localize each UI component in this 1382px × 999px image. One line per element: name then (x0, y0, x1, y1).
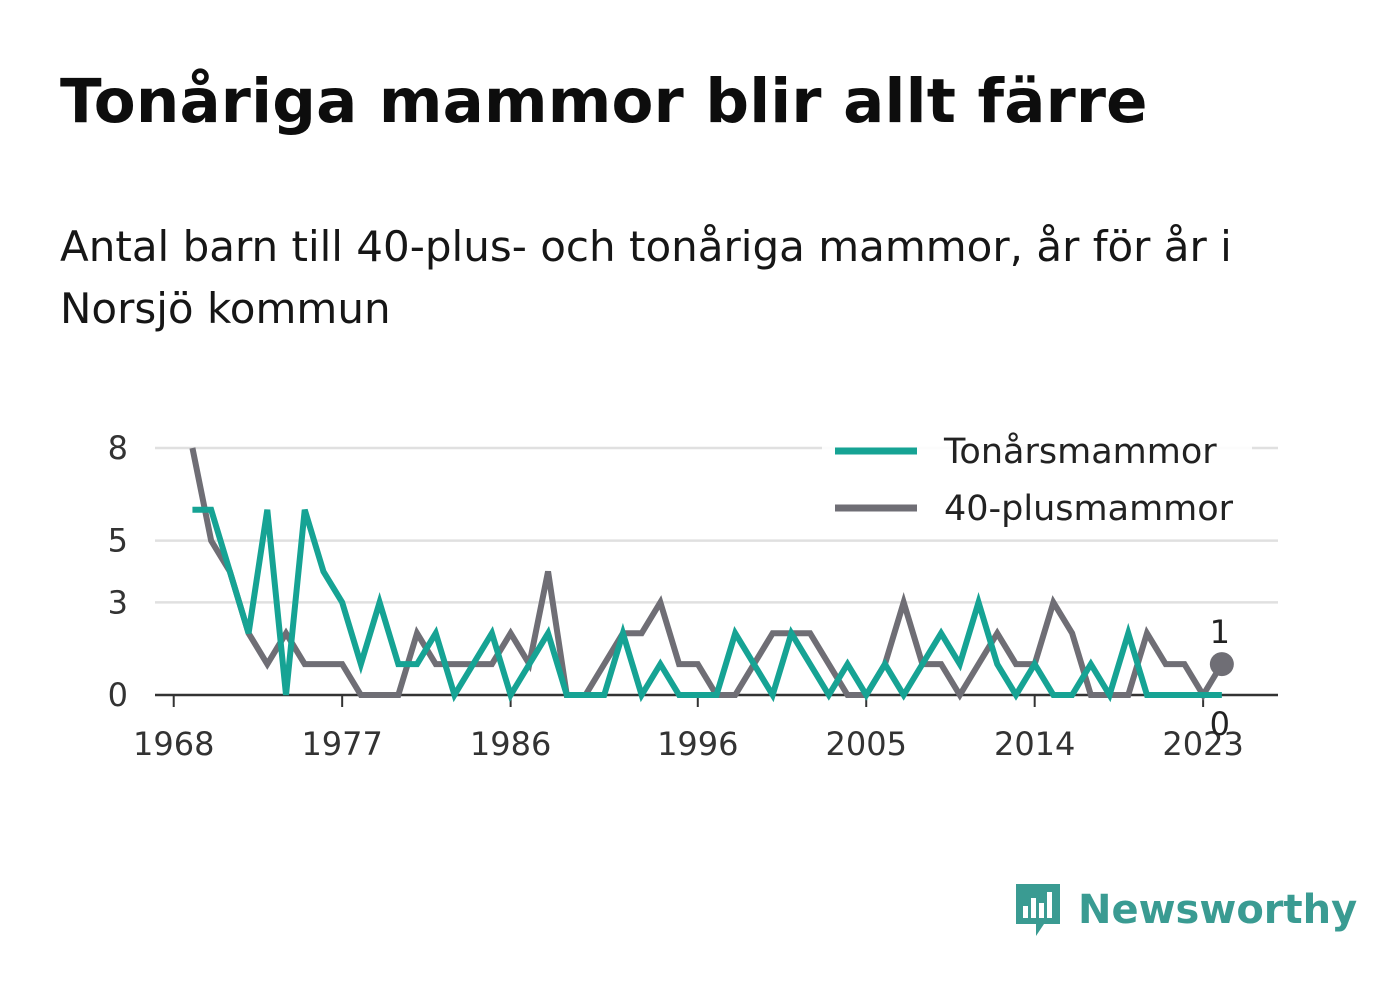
end-value-label: 0 (1210, 705, 1230, 743)
y-tick-label: 8 (108, 429, 128, 467)
chart-title: Tonåriga mammor blir allt färre (60, 66, 1148, 137)
x-tick-label: 2023 (1162, 725, 1243, 763)
x-tick-label: 2014 (994, 725, 1075, 763)
end-value-label: 1 (1210, 613, 1230, 651)
x-tick-label: 1977 (301, 725, 382, 763)
legend-label: 40-plusmammor (944, 489, 1234, 529)
chart-subtitle: Antal barn till 40-plus- och tonåriga ma… (60, 222, 1232, 333)
brand: Newsworthy (1012, 880, 1357, 940)
series-line (189, 447, 1225, 701)
y-tick-label: 3 (108, 583, 128, 621)
x-tick-label: 2005 (826, 725, 907, 763)
legend-box (822, 425, 1252, 535)
x-tick-label: 1968 (133, 725, 214, 763)
x-tick-label: 1986 (470, 725, 551, 763)
y-tick-label: 0 (108, 676, 128, 714)
x-tick-label: 1996 (657, 725, 738, 763)
series-line (192, 506, 1222, 703)
y-tick-label: 5 (108, 522, 128, 560)
newsworthy-logo-icon (1016, 884, 1060, 936)
end-point-marker (1209, 652, 1234, 677)
brand-name: Newsworthy (1078, 887, 1358, 933)
legend-label: Tonårsmammor (943, 431, 1217, 472)
